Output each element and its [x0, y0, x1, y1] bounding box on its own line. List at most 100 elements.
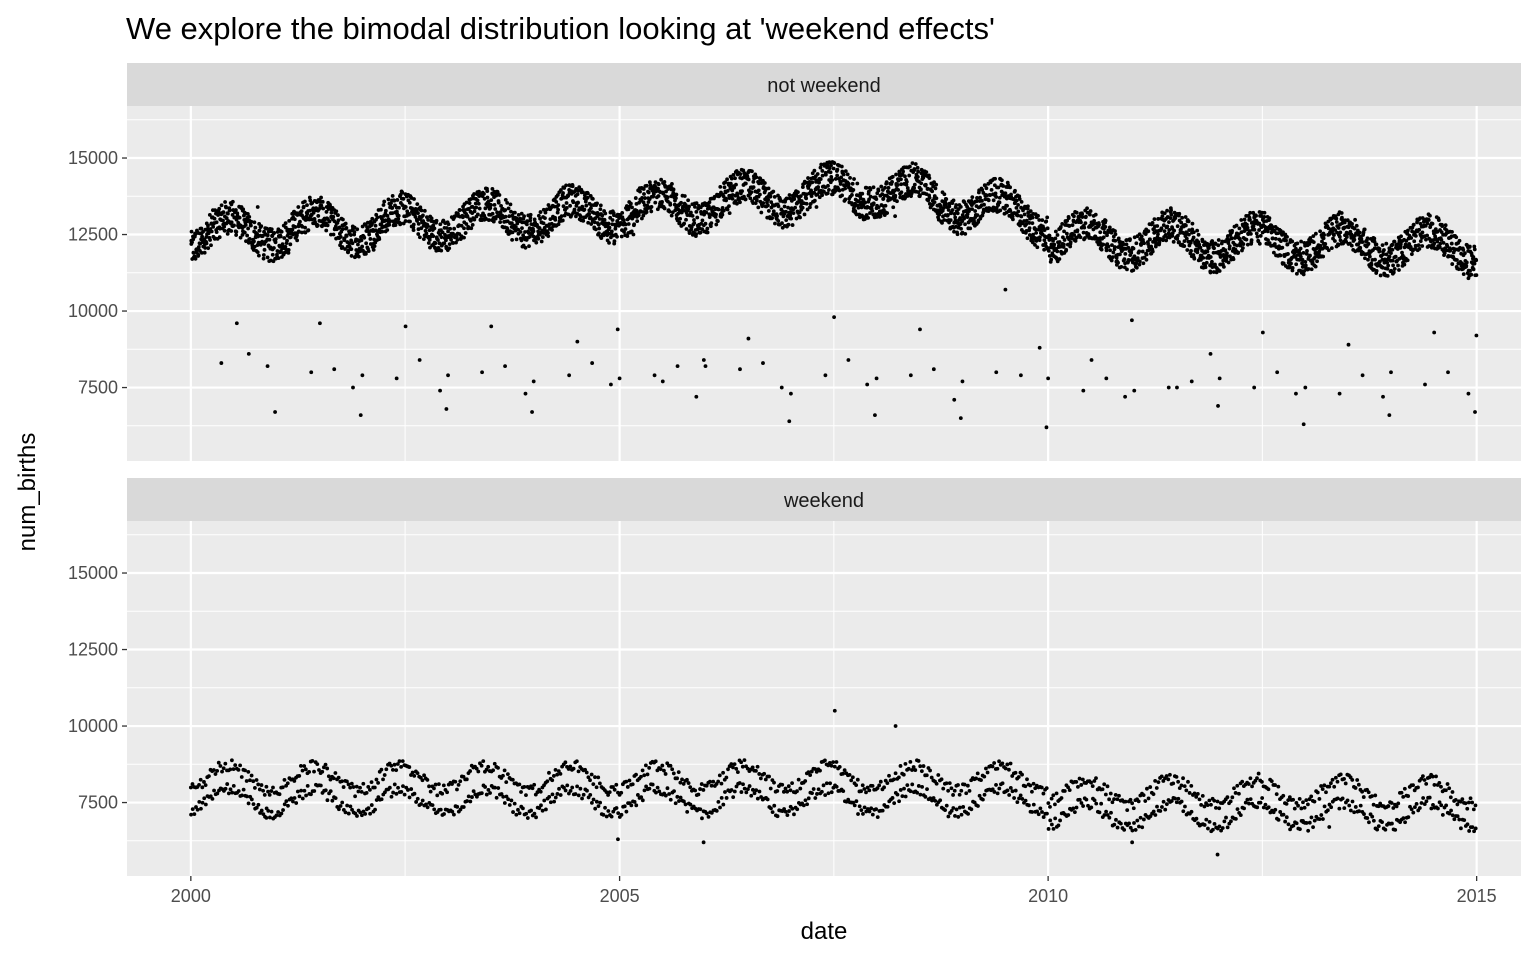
- data-point: [510, 777, 515, 782]
- data-point: [1131, 268, 1136, 273]
- data-point: [389, 763, 394, 768]
- data-point: [601, 812, 606, 817]
- data-point: [368, 242, 373, 246]
- data-point: [305, 203, 309, 208]
- data-point: [333, 224, 338, 229]
- data-point: [537, 226, 542, 230]
- data-point: [929, 775, 934, 780]
- data-point: [655, 785, 660, 790]
- data-point: [1140, 249, 1145, 254]
- data-point: [416, 221, 421, 226]
- data-point: [1156, 232, 1160, 237]
- data-point: [338, 234, 343, 239]
- data-point: [347, 241, 352, 246]
- data-point: [1037, 345, 1042, 350]
- data-point: [427, 237, 432, 242]
- data-point: [1471, 267, 1476, 272]
- data-point: [1161, 223, 1166, 228]
- data-point: [1162, 211, 1167, 216]
- data-point: [477, 206, 482, 211]
- data-point: [410, 770, 415, 775]
- data-point: [1051, 238, 1055, 243]
- data-point: [359, 789, 364, 794]
- data-point: [479, 763, 484, 768]
- data-point: [875, 815, 880, 820]
- data-point: [602, 217, 607, 222]
- data-point: [927, 176, 932, 180]
- data-point: [952, 397, 957, 402]
- data-point: [586, 191, 590, 196]
- data-point: [1260, 330, 1265, 335]
- data-point: [918, 193, 922, 197]
- data-point: [316, 214, 321, 218]
- data-point: [416, 211, 420, 216]
- data-point: [1079, 220, 1083, 225]
- data-point: [578, 786, 583, 791]
- data-point: [780, 221, 784, 226]
- data-point: [241, 787, 246, 792]
- data-point: [1313, 255, 1318, 259]
- data-point: [1305, 248, 1309, 253]
- data-point: [758, 776, 763, 781]
- data-point: [376, 780, 381, 785]
- data-point: [785, 789, 790, 794]
- data-point: [958, 416, 963, 421]
- data-point: [909, 194, 913, 199]
- data-point: [570, 785, 575, 790]
- data-point: [795, 807, 800, 812]
- data-point: [1258, 234, 1263, 238]
- data-point: [660, 379, 665, 384]
- data-point: [532, 782, 537, 787]
- data-point: [340, 779, 344, 784]
- data-point: [424, 802, 428, 807]
- data-point: [843, 186, 848, 191]
- data-point: [1237, 226, 1242, 231]
- data-point: [931, 367, 936, 372]
- data-point: [464, 777, 469, 782]
- data-point: [980, 187, 985, 192]
- data-point: [485, 195, 490, 200]
- data-point: [1248, 217, 1252, 222]
- data-point: [664, 189, 668, 194]
- data-point: [841, 789, 846, 794]
- data-point: [1238, 243, 1243, 248]
- data-point: [375, 215, 380, 220]
- data-point: [295, 238, 300, 243]
- data-point: [644, 210, 649, 215]
- data-point: [356, 254, 361, 259]
- data-point: [1008, 209, 1013, 213]
- gridlines-not-weekend: [127, 106, 1521, 461]
- data-point: [530, 410, 534, 414]
- data-point: [238, 763, 243, 768]
- data-point: [978, 195, 982, 200]
- data-point: [303, 230, 308, 235]
- data-point: [190, 782, 195, 786]
- data-point: [309, 792, 313, 797]
- data-point: [779, 385, 784, 390]
- data-point: [466, 794, 471, 799]
- data-point: [372, 237, 377, 242]
- data-point: [642, 192, 646, 196]
- data-point: [1132, 388, 1137, 393]
- data-point: [534, 240, 539, 245]
- data-point: [291, 799, 295, 804]
- data-point: [921, 175, 926, 180]
- data-point: [975, 196, 979, 200]
- data-point: [615, 327, 620, 332]
- data-point: [1424, 237, 1428, 242]
- data-point: [674, 196, 678, 201]
- data-point: [189, 229, 194, 234]
- data-point: [538, 216, 542, 221]
- data-point: [631, 232, 636, 237]
- data-point: [440, 230, 445, 235]
- data-point: [1137, 249, 1142, 254]
- data-point: [1042, 228, 1047, 233]
- data-point: [484, 767, 489, 772]
- data-point: [467, 201, 472, 206]
- data-point: [1106, 244, 1111, 249]
- data-point: [762, 181, 767, 185]
- data-point: [1217, 269, 1222, 273]
- data-point: [259, 783, 264, 787]
- data-point: [798, 786, 803, 791]
